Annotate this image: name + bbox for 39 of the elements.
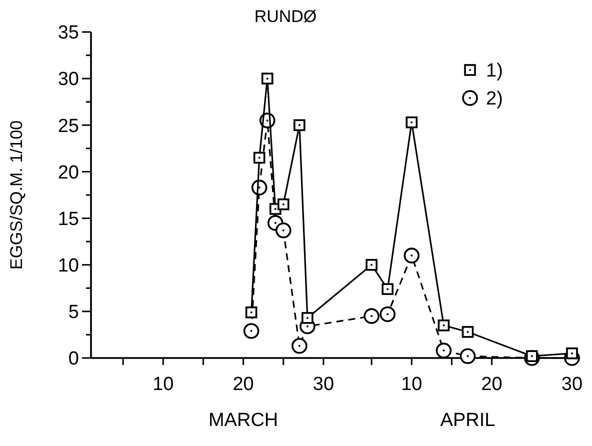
point — [261, 72, 274, 84]
legend-label: 1) — [486, 60, 503, 82]
point — [404, 248, 420, 264]
point — [275, 222, 292, 238]
point — [436, 342, 452, 358]
x-tick-label: 30 — [561, 374, 583, 395]
y-tick-label: 25 — [58, 116, 79, 137]
text: APRIL — [440, 410, 496, 431]
point — [366, 258, 378, 271]
x-tick-label: 30 — [312, 374, 334, 395]
y-tick-label: 20 — [58, 162, 79, 184]
point — [294, 119, 306, 132]
point — [292, 338, 308, 354]
point — [253, 152, 266, 164]
chart-title: RUNDØ — [254, 7, 317, 26]
point — [302, 312, 314, 324]
point — [438, 320, 450, 332]
point — [243, 323, 260, 339]
point — [245, 306, 258, 318]
y-tick-label: 30 — [58, 69, 79, 90]
y-tick-label: 0 — [68, 348, 79, 370]
point — [380, 306, 396, 322]
legend-label: 2) — [486, 88, 503, 110]
point — [462, 326, 474, 338]
y-tick-label: 15 — [58, 208, 79, 230]
point — [406, 116, 418, 128]
point — [364, 308, 380, 324]
x-tick-label: 10 — [401, 374, 422, 395]
x-tick-label: 20 — [232, 374, 254, 395]
point — [460, 348, 476, 364]
y-tick-label: 5 — [68, 302, 79, 324]
x-tick-label: 10 — [152, 374, 174, 395]
y-tick-label: 10 — [58, 256, 79, 277]
y-tick-label: 35 — [58, 22, 79, 44]
text: MARCH — [208, 410, 278, 431]
point — [277, 198, 290, 210]
y-axis-title: EGGS/SQ.M. 1/100 — [7, 120, 26, 270]
point — [382, 283, 394, 295]
x-tick-label: 20 — [481, 374, 502, 395]
